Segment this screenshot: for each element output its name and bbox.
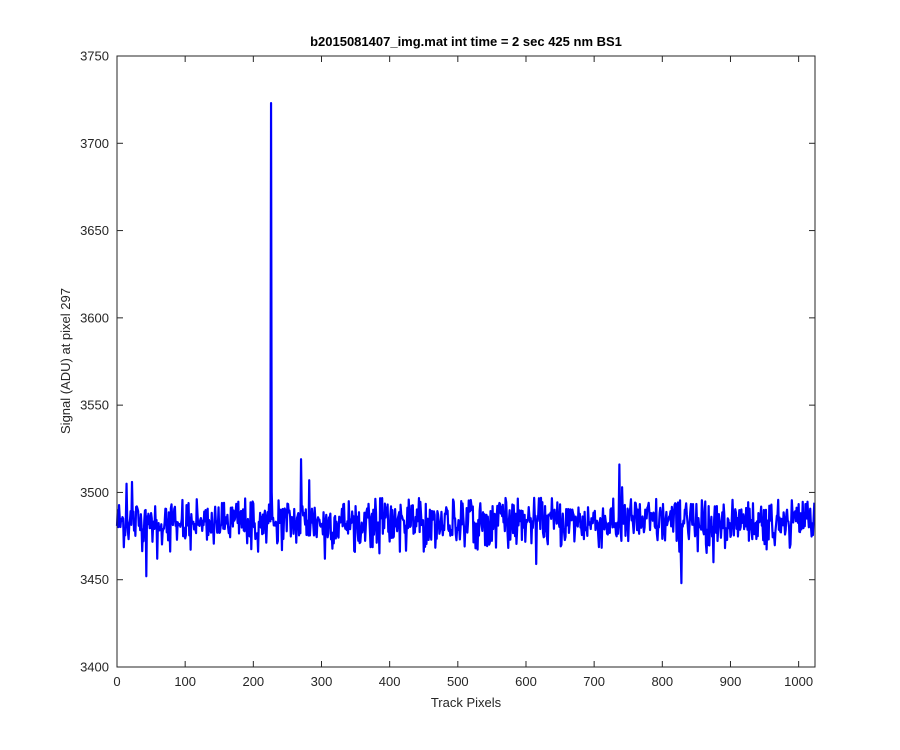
x-tick-label: 800 [651, 674, 673, 689]
y-tick-label: 3700 [80, 136, 109, 151]
y-tick-label: 3500 [80, 485, 109, 500]
ticks-layer: 0 100 200 300 400 500 600 700 800 900 1000 3400 3450… [80, 49, 815, 689]
y-tick-label: 3650 [80, 223, 109, 238]
x-tick-label: 700 [583, 674, 605, 689]
signal-series-line [115, 102, 816, 585]
x-tick-label: 300 [311, 674, 333, 689]
x-tick-label: 900 [720, 674, 742, 689]
series-layer [115, 102, 816, 585]
y-tick-label: 3400 [80, 660, 109, 675]
chart-title: b2015081407_img.mat int time = 2 sec 425… [310, 34, 622, 49]
x-tick-label: 0 [113, 674, 120, 689]
x-tick-label: 500 [447, 674, 469, 689]
y-axis-label: Signal (ADU) at pixel 297 [58, 288, 73, 434]
x-tick-label: 100 [174, 674, 196, 689]
x-tick-label: 600 [515, 674, 537, 689]
plot-area [117, 56, 815, 667]
x-tick-label: 400 [379, 674, 401, 689]
x-tick-label: 1000 [784, 674, 813, 689]
y-tick-label: 3600 [80, 310, 109, 325]
x-axis-label: Track Pixels [431, 695, 502, 710]
x-tick-label: 200 [242, 674, 264, 689]
axes-frame [116, 55, 816, 668]
y-tick-label: 3550 [80, 398, 109, 413]
y-tick-label: 3450 [80, 572, 109, 587]
y-tick-label: 3750 [80, 49, 109, 64]
